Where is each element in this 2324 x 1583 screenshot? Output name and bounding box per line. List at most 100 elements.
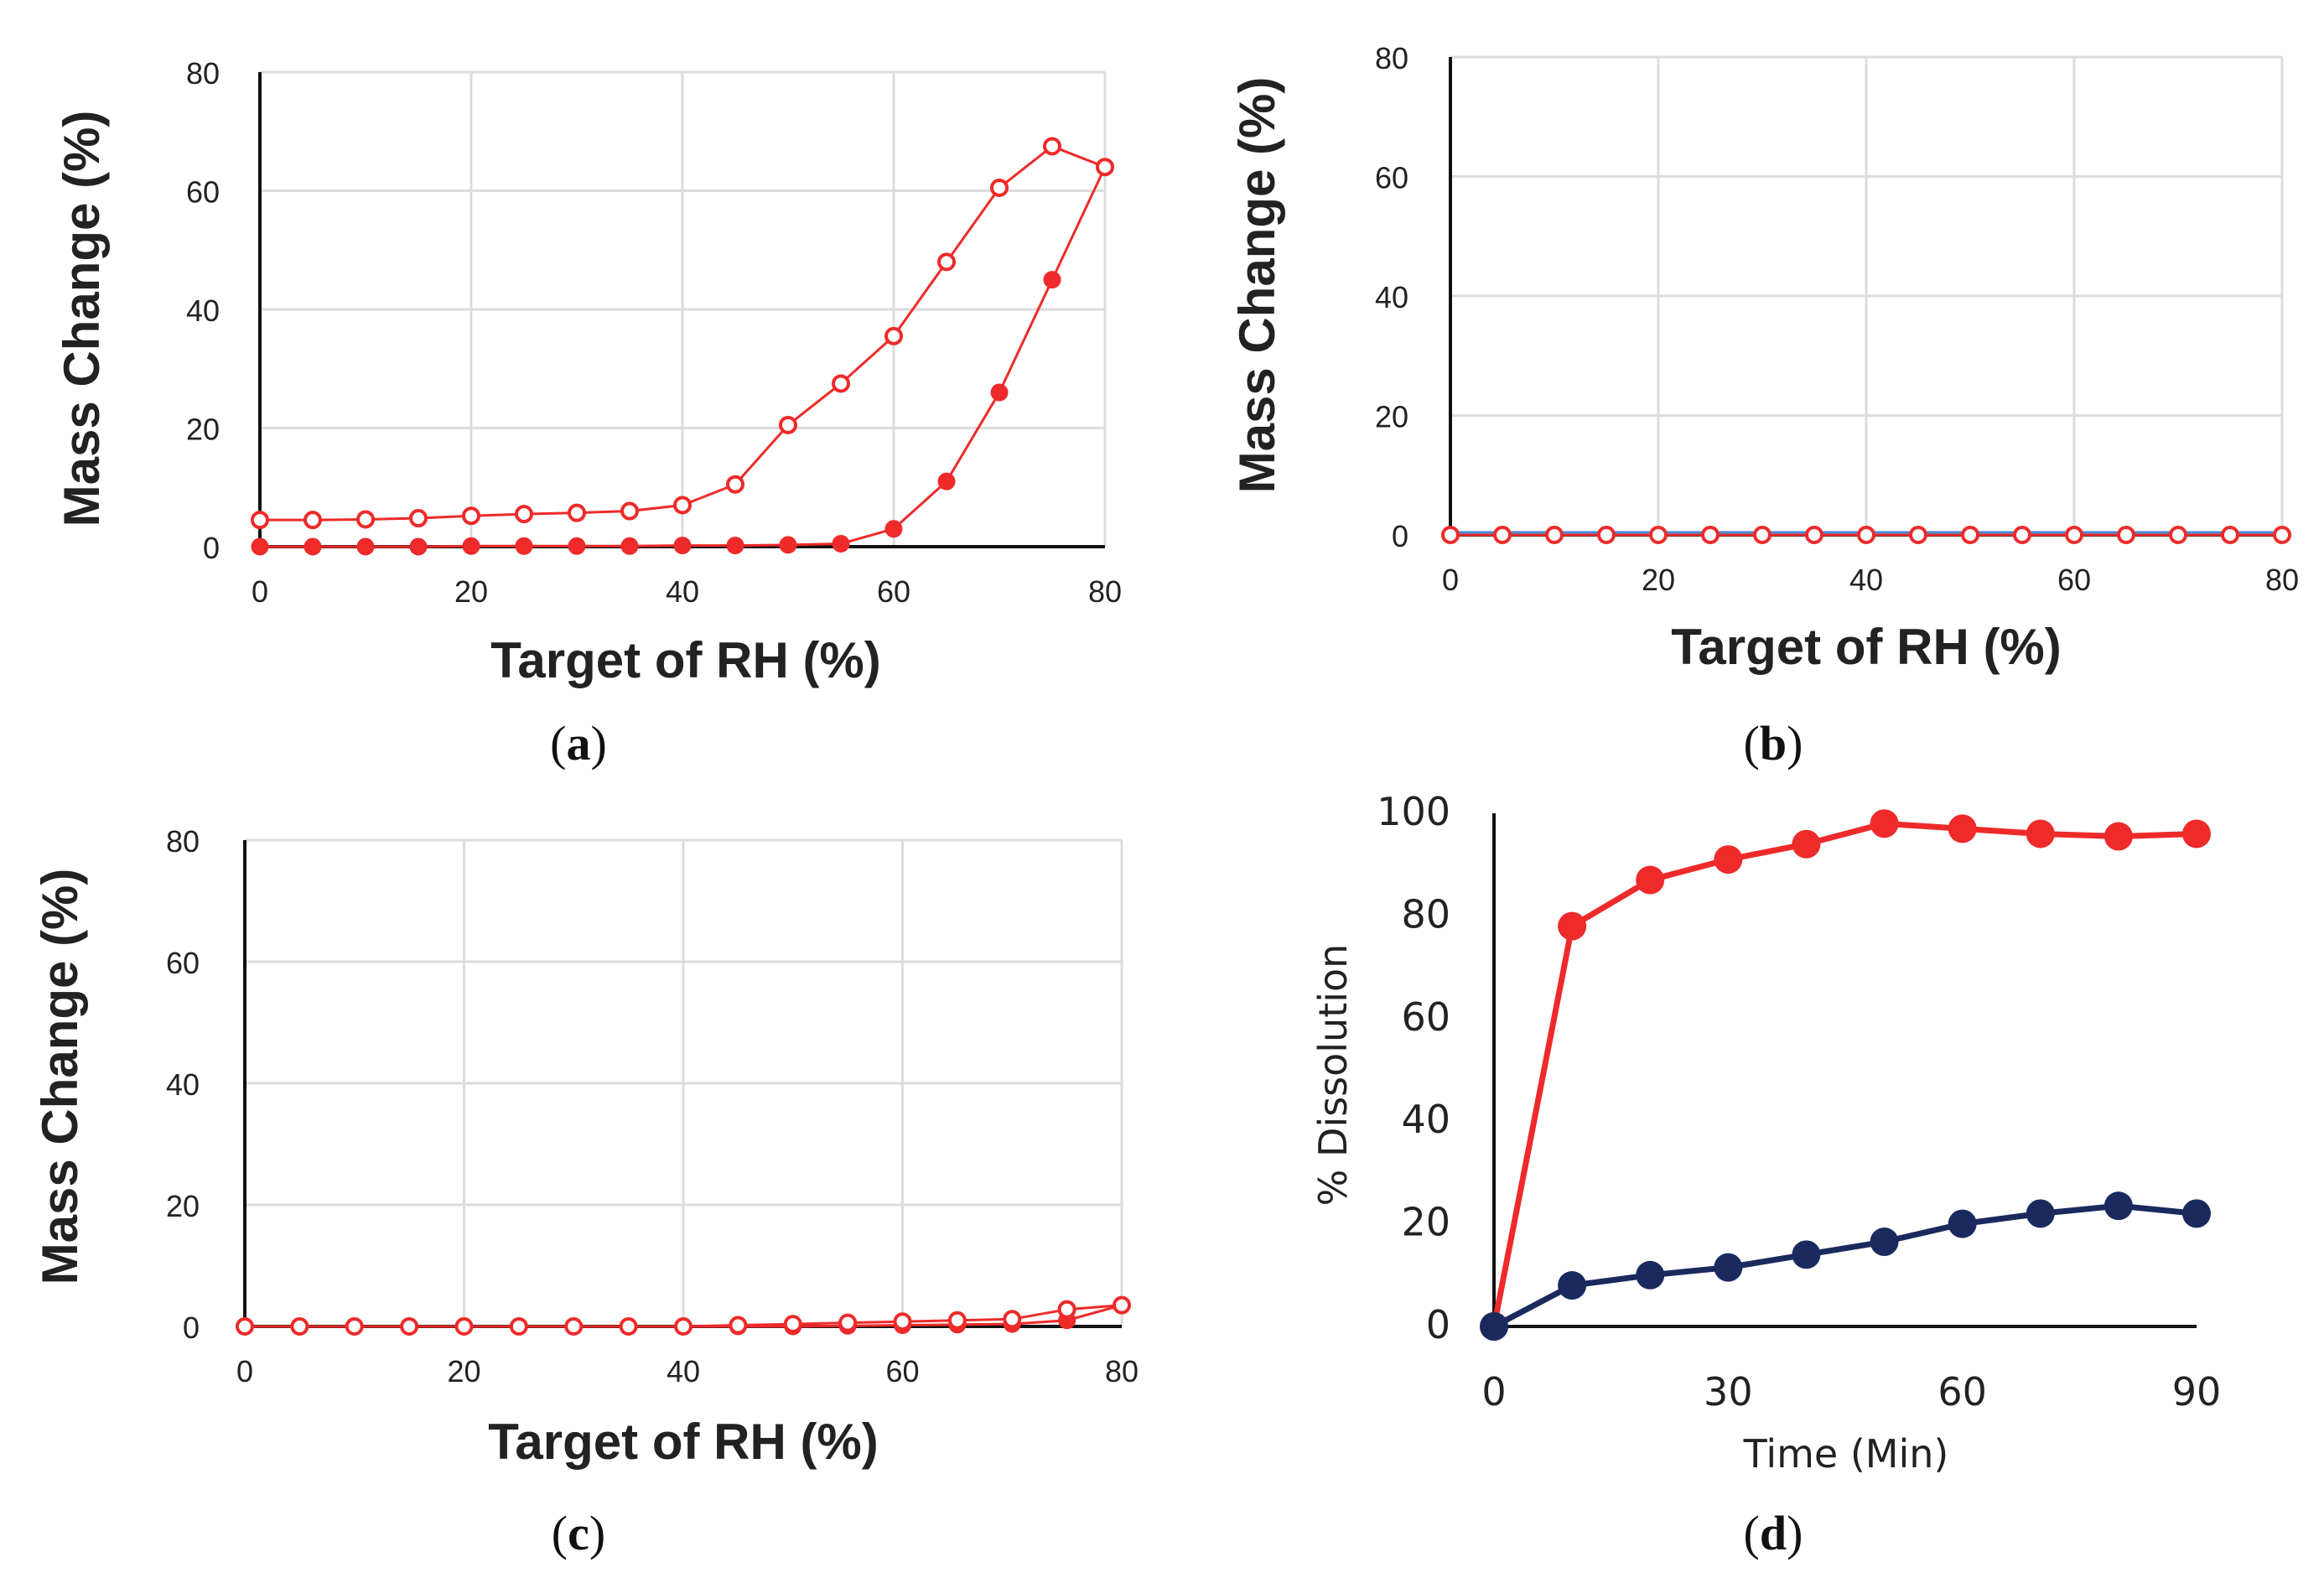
data-point-desorption-20 xyxy=(462,506,480,526)
data-point-desorption-40 xyxy=(673,496,692,515)
data-point-desorption-65 xyxy=(937,252,956,272)
x-tick-label-0: 0 xyxy=(1442,563,1459,597)
data-point-pure-drug-20 xyxy=(1636,1260,1665,1290)
data-point-desorption-80 xyxy=(1096,158,1114,177)
data-point-desorption-45 xyxy=(1909,526,1927,544)
panel-b-chart: 0 20 40 60 80 0 20 40 60 80 Target of RH (%) Mass C… xyxy=(1229,41,2299,675)
y-tick-label-20: 20 xyxy=(1375,400,1408,434)
x-tick-label-20: 20 xyxy=(1642,563,1675,597)
data-point-formulation-20 xyxy=(1636,865,1665,895)
data-point-desorption-75 xyxy=(2221,526,2239,544)
x-axis-title: Target of RH (%) xyxy=(490,632,881,688)
data-point-desorption-30 xyxy=(568,503,586,522)
panel-a-chart: 0 20 40 60 80 0 20 40 60 80 Target of RH (%) Mass C… xyxy=(54,56,1122,688)
y-tick-label-60: 60 xyxy=(166,946,200,980)
panel-label-d: (d) xyxy=(1744,1506,1803,1560)
y-tick-label-60: 60 xyxy=(1375,161,1408,195)
data-point-sorption-45 xyxy=(726,537,744,555)
data-point-desorption-35 xyxy=(619,1317,638,1336)
y-axis-title: % Dissolution xyxy=(1310,944,1356,1207)
y-tick-label-80: 80 xyxy=(1375,41,1408,75)
y-tick-label-60: 60 xyxy=(1401,994,1450,1040)
data-point-formulation-60 xyxy=(1948,814,1977,843)
data-point-desorption-50 xyxy=(1961,526,1979,544)
data-point-desorption-55 xyxy=(838,1313,858,1332)
series-line-formulation xyxy=(1491,820,2197,1327)
data-point-sorption-5 xyxy=(303,537,322,556)
x-tick-label-40: 40 xyxy=(1849,563,1883,597)
data-point-pure-drug-30 xyxy=(1714,1253,1743,1282)
data-point-pure-drug-80 xyxy=(2104,1191,2133,1221)
data-point-desorption-20 xyxy=(454,1317,474,1336)
data-point-sorption-0 xyxy=(251,537,269,556)
panel-label-c: (c) xyxy=(552,1506,605,1560)
data-point-formulation-30 xyxy=(1714,845,1743,875)
data-point-desorption-40 xyxy=(1857,526,1875,544)
x-tick-label-0: 0 xyxy=(236,1354,253,1388)
x-tick-label-80: 80 xyxy=(1088,574,1122,609)
x-axis-title: Target of RH (%) xyxy=(488,1414,879,1470)
data-point-desorption-25 xyxy=(1701,526,1720,544)
data-point-desorption-30 xyxy=(1753,526,1772,544)
x-tick-label-60: 60 xyxy=(2057,563,2091,597)
data-point-desorption-50 xyxy=(783,1315,802,1334)
x-tick-label-20: 20 xyxy=(447,1354,480,1388)
y-tick-label-40: 40 xyxy=(1375,280,1408,314)
x-axis-title: Target of RH (%) xyxy=(1671,619,2062,675)
data-point-sorption-30 xyxy=(568,537,586,555)
data-point-desorption-35 xyxy=(620,501,639,521)
y-tick-label-0: 0 xyxy=(203,531,220,565)
x-tick-label-90: 90 xyxy=(2172,1369,2222,1414)
data-point-desorption-70 xyxy=(2169,526,2187,544)
y-tick-label-20: 20 xyxy=(1401,1200,1450,1245)
data-point-desorption-0 xyxy=(1441,526,1460,544)
data-point-desorption-55 xyxy=(2013,526,2031,544)
x-tick-label-60: 60 xyxy=(1938,1369,1987,1414)
data-point-sorption-15 xyxy=(409,537,428,556)
y-tick-label-40: 40 xyxy=(1401,1097,1450,1142)
x-tick-label-30: 30 xyxy=(1704,1369,1753,1414)
data-point-desorption-20 xyxy=(1649,526,1668,544)
data-point-formulation-80 xyxy=(2104,822,2133,851)
data-point-desorption-15 xyxy=(1597,526,1616,544)
data-point-desorption-5 xyxy=(290,1317,309,1336)
data-point-desorption-50 xyxy=(779,415,797,434)
data-point-desorption-75 xyxy=(1057,1300,1076,1319)
data-point-sorption-40 xyxy=(673,537,692,555)
data-point-sorption-35 xyxy=(620,537,639,555)
x-tick-label-40: 40 xyxy=(666,574,699,609)
x-tick-label-20: 20 xyxy=(454,574,488,609)
data-point-sorption-50 xyxy=(779,536,797,554)
data-point-pure-drug-90 xyxy=(2182,1199,2211,1228)
y-tick-label-80: 80 xyxy=(186,56,220,91)
data-point-desorption-70 xyxy=(1003,1310,1022,1329)
y-tick-label-100: 100 xyxy=(1377,789,1450,834)
data-point-desorption-25 xyxy=(515,505,533,524)
data-point-desorption-60 xyxy=(2065,526,2083,544)
x-tick-label-80: 80 xyxy=(2265,563,2299,597)
data-point-desorption-10 xyxy=(356,510,375,529)
y-axis-title: Mass Change (%) xyxy=(32,869,88,1285)
panel-d-chart: 0 20 40 60 80 100 0 30 60 90 Time (Min) % Dissoluti… xyxy=(1310,789,2221,1477)
data-point-desorption-0 xyxy=(236,1317,254,1336)
data-point-desorption-60 xyxy=(884,326,903,345)
data-point-sorption-70 xyxy=(990,383,1009,402)
y-tick-label-40: 40 xyxy=(166,1067,200,1102)
data-point-desorption-80 xyxy=(2273,526,2291,544)
data-point-desorption-15 xyxy=(400,1317,419,1336)
data-point-desorption-25 xyxy=(509,1317,528,1336)
x-tick-label-40: 40 xyxy=(667,1354,700,1388)
data-point-desorption-35 xyxy=(1805,526,1823,544)
data-point-sorption-65 xyxy=(937,472,956,490)
data-point-desorption-10 xyxy=(1545,526,1564,544)
data-point-formulation-70 xyxy=(2026,819,2055,849)
y-tick-label-0: 0 xyxy=(183,1311,200,1345)
data-point-pure-drug-70 xyxy=(2026,1199,2055,1228)
data-point-desorption-30 xyxy=(564,1317,584,1336)
panel-c-chart: 0 20 40 60 80 0 20 40 60 80 Target of RH (%) Mass C… xyxy=(32,824,1139,1470)
y-tick-label-20: 20 xyxy=(186,413,220,447)
data-point-sorption-60 xyxy=(884,520,903,538)
x-tick-label-0: 0 xyxy=(252,574,268,609)
